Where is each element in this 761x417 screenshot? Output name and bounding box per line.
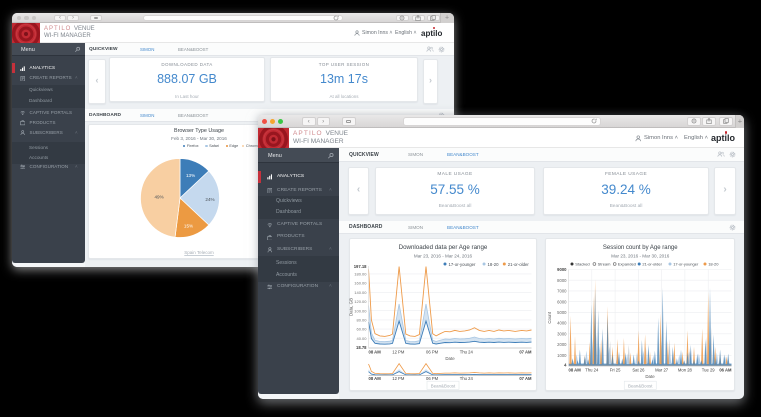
svg-text:Data, GB: Data, GB [349, 298, 354, 316]
svg-text:7000: 7000 [557, 289, 567, 294]
svg-text:08 AM: 08 AM [368, 376, 381, 381]
svg-text:13%: 13% [186, 173, 195, 178]
svg-text:160.00: 160.00 [354, 281, 367, 286]
svg-text:180.00: 180.00 [354, 272, 367, 277]
svg-text:40.00: 40.00 [356, 336, 367, 341]
svg-text:06 AM: 06 AM [719, 368, 732, 373]
svg-text:Mon 28: Mon 28 [677, 368, 692, 373]
svg-text:60.00: 60.00 [356, 327, 367, 332]
svg-text:06 PM: 06 PM [426, 350, 439, 355]
svg-text:Thu 24: Thu 24 [585, 368, 599, 373]
svg-text:Mar 27: Mar 27 [655, 368, 669, 373]
svg-text:Stream: Stream [597, 262, 611, 267]
svg-text:08 AM: 08 AM [568, 368, 581, 373]
svg-text:07 AM: 07 AM [519, 376, 532, 381]
svg-text:06 PM: 06 PM [426, 376, 439, 381]
svg-text:18-20: 18-20 [708, 262, 719, 267]
svg-text:49%: 49% [154, 194, 163, 199]
svg-text:Session count by Age range: Session count by Age range [602, 245, 677, 251]
svg-text:15%: 15% [184, 224, 193, 229]
svg-text:Fri 25: Fri 25 [609, 368, 620, 373]
svg-text:Count: Count [547, 311, 552, 323]
svg-text:Tue 29: Tue 29 [701, 368, 715, 373]
svg-text:Sat 26: Sat 26 [632, 368, 645, 373]
svg-text:80.00: 80.00 [356, 318, 367, 323]
svg-text:18.78: 18.78 [356, 345, 367, 350]
svg-text:4000: 4000 [557, 321, 567, 326]
svg-text:08 AM: 08 AM [368, 350, 381, 355]
svg-text:Mar 23, 2016 - Mar 30, 2016: Mar 23, 2016 - Mar 30, 2016 [611, 254, 670, 259]
svg-text:8000: 8000 [557, 278, 567, 283]
svg-text:Thu 24: Thu 24 [459, 350, 473, 355]
svg-text:100.00: 100.00 [354, 309, 367, 314]
svg-text:1000: 1000 [557, 353, 567, 358]
svg-text:6000: 6000 [557, 300, 567, 305]
svg-text:9000: 9000 [557, 267, 567, 272]
svg-text:Bean&Boost: Bean&Boost [628, 384, 653, 389]
svg-text:12 PM: 12 PM [392, 350, 405, 355]
svg-text:18-20: 18-20 [487, 262, 499, 267]
svg-text:17-or-younger: 17-or-younger [673, 262, 699, 267]
svg-text:Thu 24: Thu 24 [459, 376, 473, 381]
svg-text:4: 4 [564, 363, 567, 368]
svg-text:07 AM: 07 AM [519, 350, 532, 355]
svg-text:2000: 2000 [557, 342, 567, 347]
svg-text:Stacked: Stacked [575, 262, 589, 267]
svg-text:Date: Date [445, 356, 455, 361]
svg-text:21-or-older: 21-or-older [642, 262, 662, 267]
svg-text:Date: Date [645, 374, 655, 379]
svg-text:120.00: 120.00 [354, 299, 367, 304]
svg-text:140.00: 140.00 [354, 290, 367, 295]
svg-text:24%: 24% [205, 197, 214, 202]
svg-text:Bean&Boost: Bean&Boost [430, 384, 455, 389]
svg-text:17-or-younger: 17-or-younger [448, 262, 476, 267]
svg-text:3000: 3000 [557, 332, 567, 337]
svg-text:197.18: 197.18 [353, 264, 366, 269]
svg-text:21-or-older: 21-or-older [507, 262, 529, 267]
svg-text:Mar 23, 2016 - Mar 24, 2016: Mar 23, 2016 - Mar 24, 2016 [413, 254, 472, 259]
svg-text:Downloaded data per Age range: Downloaded data per Age range [398, 244, 487, 251]
svg-text:5000: 5000 [557, 310, 567, 315]
svg-text:12 PM: 12 PM [392, 376, 405, 381]
svg-text:Expanded: Expanded [617, 262, 635, 267]
